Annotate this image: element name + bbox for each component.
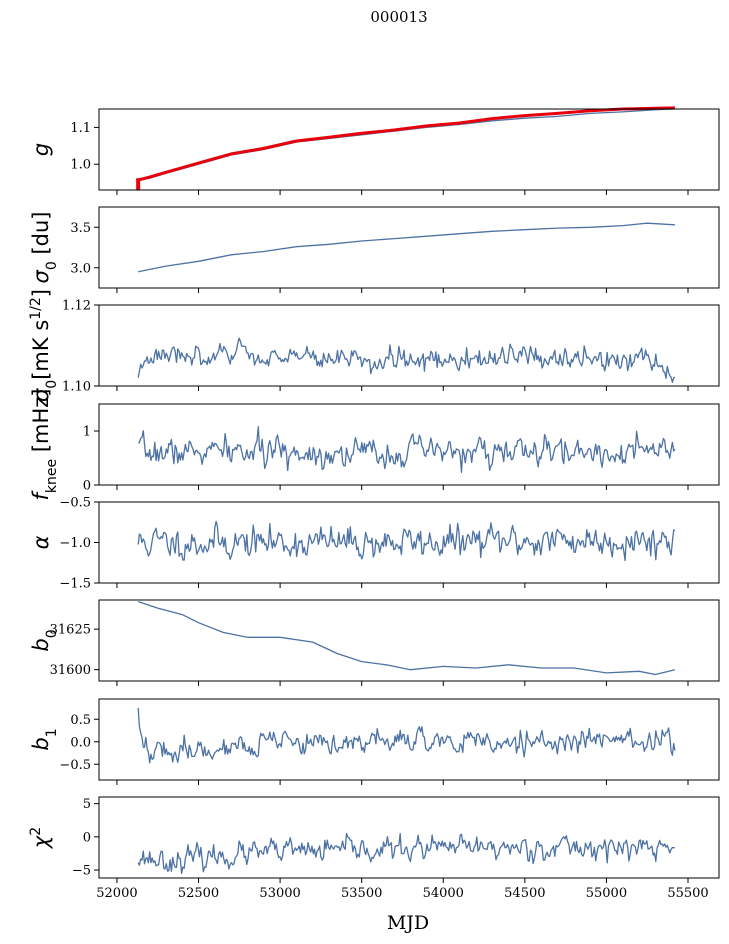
- y-tick-label: 1: [83, 425, 91, 440]
- panel-7: −0.5 0.0 0.5 b1: [29, 698, 720, 785]
- y-axis-label: σ0 [du]: [29, 212, 60, 284]
- series-line-6-1: [137, 600, 676, 676]
- series-line-1-1: [136, 108, 675, 182]
- y-tick-label: 1.0: [70, 158, 91, 173]
- y-tick-label: 0: [83, 479, 91, 494]
- y-tick-label: −5: [72, 864, 91, 879]
- panel-2: 3.0 3.5 σ0 [du]: [29, 206, 720, 293]
- y-tick-label: 0: [83, 830, 91, 845]
- panel-1: 1.0 1.1 g: [29, 106, 720, 195]
- y-tick-label: 0.0: [70, 735, 91, 750]
- panel-frame: [98, 403, 720, 486]
- y-tick-label: −1.0: [59, 536, 91, 551]
- y-axis-label: α: [29, 535, 53, 549]
- panel-frame: [98, 304, 720, 387]
- panel-frame: [98, 108, 720, 191]
- series-line-4-1: [137, 426, 676, 473]
- y-tick-label: −0.5: [59, 496, 91, 511]
- y-axis-label: b0: [29, 629, 60, 651]
- panel-frame: [98, 698, 720, 781]
- series-line-3-1: [137, 337, 676, 383]
- series-line-1-2: [136, 106, 675, 182]
- x-tick-label: 52500: [178, 886, 219, 901]
- panel-8: −5 0 5 52000 52500 53000 53500 54000 54500 55000 5…: [28, 796, 720, 901]
- x-tick-label: 54500: [504, 886, 545, 901]
- y-axis-label: b1: [29, 728, 60, 750]
- y-axis-label: g: [29, 143, 53, 156]
- panel-4: 0 1 fknee [mHz]: [29, 389, 720, 501]
- y-tick-label: 1.12: [62, 299, 91, 314]
- y-tick-label: 0.5: [70, 713, 91, 728]
- series-line-5-1: [137, 520, 676, 562]
- y-tick-label: −0.5: [59, 758, 91, 773]
- y-tick-label: 31625: [50, 623, 91, 638]
- x-tick-label: 52000: [96, 886, 137, 901]
- y-tick-label: 3.0: [70, 261, 91, 276]
- panel-frame: [98, 796, 720, 879]
- panel-5: −1.5 −1.0 −0.5 α: [29, 496, 720, 592]
- y-tick-label: 1.10: [62, 380, 91, 395]
- x-tick-label: 54000: [423, 886, 464, 901]
- series-line-2-1: [138, 222, 675, 273]
- x-axis-label: MJD: [387, 912, 429, 934]
- y-tick-label: −1.5: [59, 577, 91, 592]
- x-tick-label: 53500: [341, 886, 382, 901]
- x-tick-label: 53000: [259, 886, 300, 901]
- series-line-7-1: [137, 707, 676, 764]
- series-line-8-1: [137, 832, 676, 875]
- y-axis-label: fknee [mHz]: [29, 389, 60, 501]
- panel-frame: [98, 206, 720, 289]
- y-tick-label: 5: [83, 797, 91, 812]
- panel-frame: [98, 599, 720, 682]
- x-tick-label: 55500: [667, 886, 708, 901]
- y-tick-label: 1.1: [70, 121, 91, 136]
- x-tick-label: 55000: [586, 886, 627, 901]
- figure-title: 000013: [370, 8, 427, 26]
- y-tick-label: 31600: [50, 663, 91, 678]
- y-axis-label: σ0[mK s1/2]: [28, 289, 60, 402]
- y-tick-label: 3.5: [70, 221, 91, 236]
- y-axis-label: χ2: [28, 827, 53, 849]
